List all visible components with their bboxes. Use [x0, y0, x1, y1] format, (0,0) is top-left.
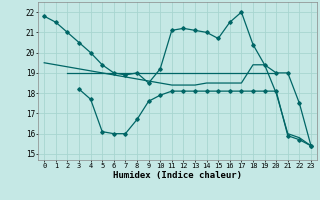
- X-axis label: Humidex (Indice chaleur): Humidex (Indice chaleur): [113, 171, 242, 180]
